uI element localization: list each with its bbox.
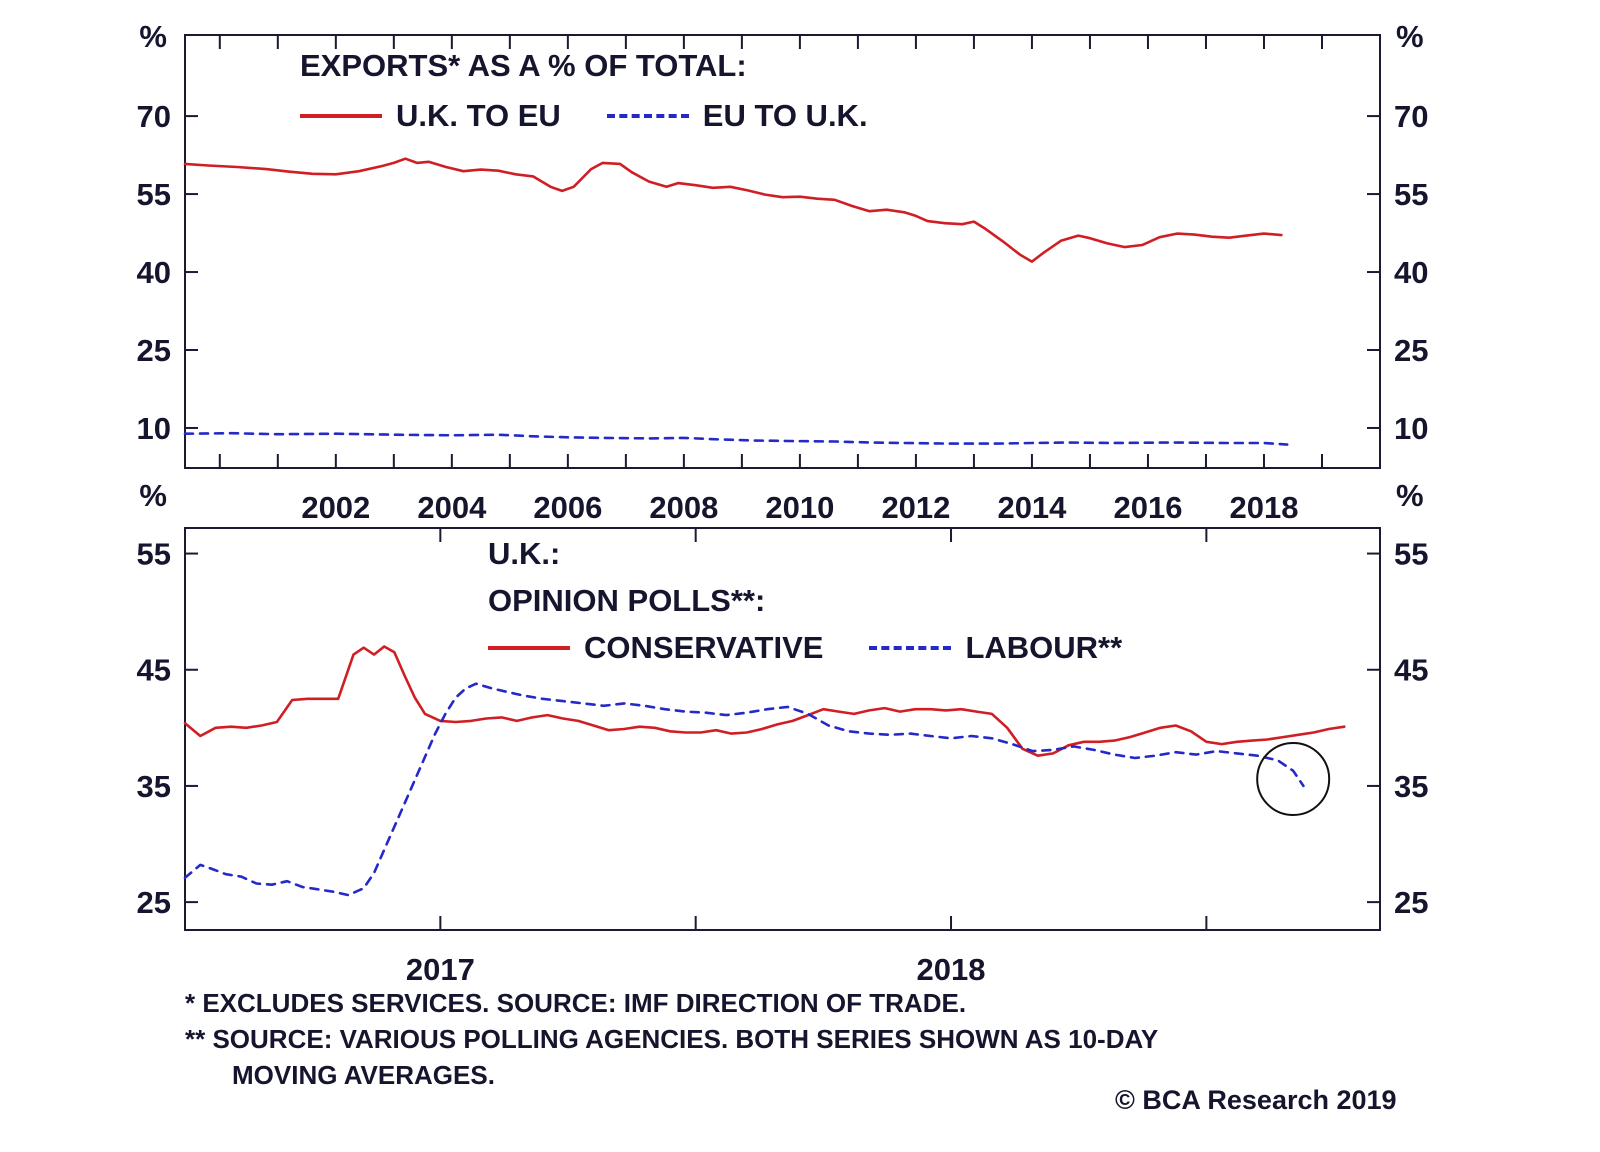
opinion-polls-chart: 25 25 35 35 45 45 55 55% % 2017 2018 bbox=[137, 478, 1429, 987]
y-tick-label: 55 bbox=[137, 177, 171, 212]
y-tick-label: 45 bbox=[137, 653, 171, 688]
polls-chart-title-opinion: OPINION POLLS**: bbox=[488, 583, 766, 618]
uk-to-eu-legend-label: U.K. TO EU bbox=[396, 98, 561, 133]
x-tick-label: 2004 bbox=[417, 490, 487, 525]
y-tick-label: 40 bbox=[1394, 255, 1428, 290]
unit-label: % bbox=[139, 19, 167, 54]
footnote-polls-source: ** SOURCE: VARIOUS POLLING AGENCIES. BOT… bbox=[185, 1024, 1159, 1054]
polls-chart-legend: CONSERVATIVE LABOUR** bbox=[488, 630, 1122, 666]
uk-to-eu-line-sample bbox=[300, 114, 382, 118]
y-tick-label: 40 bbox=[137, 255, 171, 290]
highlight-circle bbox=[1256, 741, 1331, 816]
x-tick-label: 2018 bbox=[1229, 490, 1298, 525]
series-u-k-to-eu bbox=[183, 157, 1283, 263]
conservative-line-sample bbox=[488, 646, 570, 650]
y-tick-label: 35 bbox=[137, 769, 171, 804]
polls-chart-title-uk: U.K.: bbox=[488, 536, 561, 571]
series-eu-to-u-k- bbox=[183, 431, 1289, 446]
y-tick-label: 10 bbox=[137, 411, 171, 446]
unit-label: % bbox=[139, 478, 167, 513]
labour-line-sample bbox=[869, 646, 952, 650]
x-tick-label: 2002 bbox=[301, 490, 370, 525]
x-tick-label: 2018 bbox=[917, 952, 986, 987]
plot-frame bbox=[184, 527, 1381, 931]
unit-label: % bbox=[1396, 19, 1424, 54]
y-tick-label: 55 bbox=[1394, 177, 1428, 212]
series-conservative bbox=[183, 645, 1346, 758]
y-tick-label: 25 bbox=[137, 885, 171, 920]
eu-to-uk-line-sample bbox=[606, 114, 689, 118]
x-tick-label: 2016 bbox=[1113, 490, 1182, 525]
y-tick-label: 45 bbox=[1394, 653, 1428, 688]
x-tick-label: 2012 bbox=[881, 490, 950, 525]
y-tick-label: 25 bbox=[1394, 333, 1428, 368]
x-tick-label: 2014 bbox=[997, 490, 1067, 525]
y-tick-label: 55 bbox=[137, 537, 171, 572]
x-tick-label: 2008 bbox=[649, 490, 718, 525]
labour-legend-label: LABOUR** bbox=[965, 630, 1123, 665]
y-tick-label: 25 bbox=[1394, 885, 1428, 920]
copyright-notice: © BCA Research 2019 bbox=[1115, 1085, 1397, 1115]
plot-frame bbox=[184, 34, 1381, 469]
series-labour- bbox=[183, 682, 1305, 897]
unit-label: % bbox=[1396, 478, 1424, 513]
conservative-legend-label: CONSERVATIVE bbox=[584, 630, 824, 665]
footnote-polls-source-cont: MOVING AVERAGES. bbox=[232, 1060, 495, 1090]
y-tick-label: 35 bbox=[1394, 769, 1428, 804]
y-tick-label: 25 bbox=[137, 333, 171, 368]
y-tick-label: 55 bbox=[1394, 537, 1428, 572]
exports-chart: 10 10 25 25 40 40 55 55 70 70% % 2002 2004 2006 2008 20… bbox=[137, 19, 1429, 525]
y-tick-label: 70 bbox=[137, 99, 171, 134]
x-tick-label: 2010 bbox=[765, 490, 834, 525]
y-tick-label: 10 bbox=[1394, 411, 1428, 446]
y-tick-label: 70 bbox=[1394, 99, 1428, 134]
x-tick-label: 2006 bbox=[533, 490, 602, 525]
eu-to-uk-legend-label: EU TO U.K. bbox=[702, 98, 868, 133]
top-chart-legend: U.K. TO EU EU TO U.K. bbox=[300, 98, 868, 134]
footnote-exports-source: * EXCLUDES SERVICES. SOURCE: IMF DIRECTI… bbox=[185, 988, 967, 1018]
x-tick-label: 2017 bbox=[406, 952, 475, 987]
top-chart-title: EXPORTS* AS A % OF TOTAL: bbox=[300, 48, 747, 83]
